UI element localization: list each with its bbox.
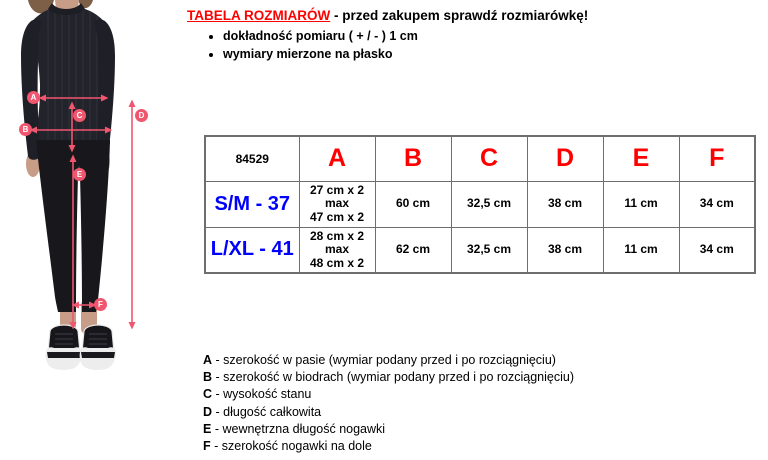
note-item: dokładność pomiaru ( + / - ) 1 cm	[223, 28, 418, 46]
column-header-e: E	[602, 135, 680, 182]
measurement-cell: 34 cm	[678, 226, 756, 274]
cell-line: max	[324, 242, 350, 256]
legend-text: - wysokość stanu	[215, 387, 312, 402]
measurement-cell: 27 cm x 2 max 47 cm x 2	[298, 180, 376, 228]
cell-line: 32,5 cm	[466, 242, 512, 256]
legend-item: C - wysokość stanu	[203, 386, 574, 403]
column-header-a: A	[298, 135, 376, 182]
measurement-cell: 34 cm	[678, 180, 756, 228]
cell-line: 48 cm x 2	[309, 255, 365, 270]
size-label-cell: S/M - 37	[204, 180, 300, 228]
measurement-marker-e: E	[73, 168, 86, 181]
measurement-cell: 62 cm	[374, 226, 452, 274]
legend-letter: E	[203, 421, 212, 436]
cell-line: 38 cm	[547, 242, 583, 256]
model-photo: A B C D E F	[0, 0, 180, 380]
legend-item: D - długość całkowita	[203, 404, 574, 421]
cell-line: 60 cm	[395, 196, 431, 211]
column-header-d: D	[526, 135, 604, 182]
legend-letter: A	[203, 353, 213, 367]
cell-line: max	[324, 196, 350, 211]
title-emphasis: TABELA ROZMIARÓW	[187, 8, 331, 23]
size-label-cell: L/XL - 41	[204, 226, 300, 274]
legend-item: A - szerokość w pasie (wymiar podany prz…	[203, 352, 574, 369]
cell-line: 34 cm	[699, 196, 734, 211]
legend-text: - szerokość w biodrach (wymiar podany pr…	[215, 370, 574, 385]
measurement-lines	[29, 94, 136, 330]
measurement-legend: A - szerokość w pasie (wymiar podany prz…	[203, 352, 574, 455]
cell-line: 11 cm	[624, 196, 658, 211]
legend-text: - szerokość w pasie (wymiar podany przed…	[215, 353, 556, 367]
legend-letter: B	[203, 370, 213, 385]
page-title: TABELA ROZMIARÓW - przed zakupem sprawdź…	[187, 8, 588, 23]
size-table: 84529 A B C D E F S/M - 37 27 cm x 2 max…	[204, 135, 756, 274]
cell-line: 47 cm x 2	[309, 209, 365, 224]
legend-letter: C	[203, 387, 213, 402]
column-header-f: F	[678, 135, 756, 182]
sneakers	[45, 324, 116, 370]
legend-letter: D	[203, 404, 213, 419]
note-item: wymiary mierzone na płasko	[223, 46, 418, 64]
measurement-cell: 11 cm	[602, 226, 680, 274]
column-header-c: C	[450, 135, 528, 182]
legend-text: - długość całkowita	[215, 404, 322, 419]
cell-line: 62 cm	[395, 242, 431, 256]
cell-line: 11 cm	[624, 242, 658, 256]
legend-text: - szerokość nogawki na dole	[214, 439, 372, 454]
table-header-row: 84529 A B C D E F	[204, 135, 756, 182]
cell-line: 28 cm x 2	[309, 228, 365, 243]
measurement-cell: 28 cm x 2 max 48 cm x 2	[298, 226, 376, 274]
legend-item: B - szerokość w biodrach (wymiar podany …	[203, 369, 574, 386]
sweater-collar	[48, 3, 85, 15]
legend-item: F - szerokość nogawki na dole	[203, 438, 574, 455]
measurement-cell: 60 cm	[374, 180, 452, 228]
product-code-cell: 84529	[204, 135, 300, 182]
measurement-cell: 38 cm	[526, 226, 604, 274]
model-figure-illustration	[0, 0, 180, 380]
cell-line: 38 cm	[547, 196, 583, 211]
measurement-cell: 32,5 cm	[450, 180, 528, 228]
legend-letter: F	[203, 439, 211, 454]
measurement-marker-b: B	[19, 123, 32, 136]
cell-line: 27 cm x 2	[309, 182, 365, 197]
table-row: L/XL - 41 28 cm x 2 max 48 cm x 2 62 cm …	[204, 226, 756, 274]
measurement-marker-a: A	[27, 91, 40, 104]
notes-list: dokładność pomiaru ( + / - ) 1 cm wymiar…	[206, 28, 418, 63]
column-header-b: B	[374, 135, 452, 182]
legend-text: - wewnętrzna długość nogawki	[214, 421, 386, 436]
measurement-cell: 38 cm	[526, 180, 604, 228]
measurement-marker-f: F	[94, 298, 107, 311]
cell-line: 32,5 cm	[466, 196, 512, 211]
legend-item: E - wewnętrzna długość nogawki	[203, 421, 574, 438]
measurement-marker-d: D	[135, 109, 148, 122]
measurement-cell: 32,5 cm	[450, 226, 528, 274]
table-row: S/M - 37 27 cm x 2 max 47 cm x 2 60 cm 3…	[204, 180, 756, 228]
measurement-cell: 11 cm	[602, 180, 680, 228]
measurement-marker-c: C	[73, 109, 86, 122]
title-suffix: - przed zakupem sprawdź rozmiarówkę!	[330, 8, 589, 23]
cell-line: 34 cm	[699, 242, 734, 256]
